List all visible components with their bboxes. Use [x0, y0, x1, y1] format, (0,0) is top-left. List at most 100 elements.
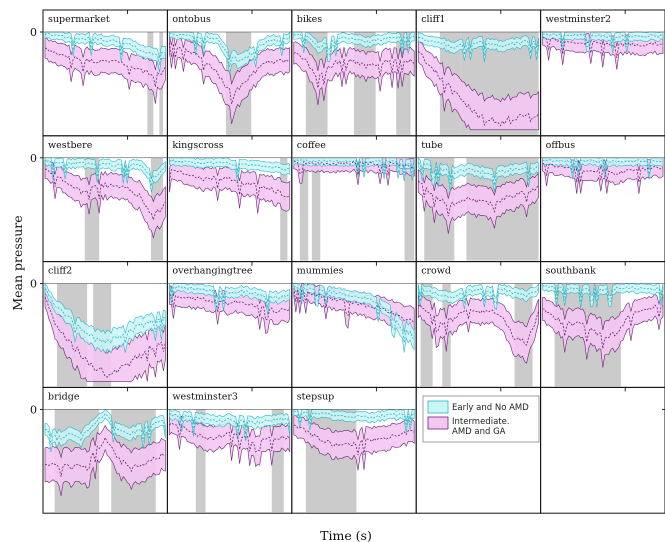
series-intermediate-band — [169, 33, 291, 124]
series-intermediate-mean — [542, 36, 664, 58]
panel-offbus: offbus — [540, 140, 665, 194]
panel-ontobus: ontobus — [167, 14, 292, 135]
series-early-band — [417, 157, 539, 192]
series-early-band — [542, 283, 664, 308]
series-intermediate-mean — [44, 436, 166, 477]
series-early-mean — [169, 159, 290, 178]
series-intermediate-band — [417, 293, 539, 364]
panel-cliff1: cliff1 — [416, 14, 541, 135]
panel-title: overhangingtree — [172, 266, 252, 277]
series-early-mean — [169, 32, 291, 67]
series-early-mean — [417, 286, 539, 305]
series-intermediate-band — [169, 413, 291, 468]
panel-westminster2: westminster2 — [540, 14, 665, 70]
panel-title: ontobus — [172, 14, 211, 25]
panel-title: stepsup — [297, 391, 334, 402]
panel-overhangingtree: overhangingtree — [167, 266, 292, 335]
panel-westminster3: westminster3 — [167, 391, 292, 513]
panel-supermarket: supermarket — [43, 14, 168, 135]
series-early-band — [44, 31, 166, 73]
panel-title: westbere — [48, 140, 93, 151]
shade-interval — [404, 157, 415, 261]
series-intermediate-band — [44, 37, 166, 104]
x-axis-label: Time (s) — [320, 528, 372, 542]
series-early-band — [169, 283, 291, 315]
legend: Early and No AMD Intermediate. AMD and G… — [422, 395, 540, 443]
panel-title: westminster2 — [546, 14, 612, 25]
series-early-mean — [542, 33, 664, 48]
panel-title: southbank — [546, 266, 597, 277]
legend-label-early: Early and No AMD — [452, 403, 529, 413]
series-intermediate-mean — [44, 168, 166, 222]
series-early-mean — [293, 285, 415, 343]
panel-crowd: crowd — [416, 266, 541, 387]
panel-title: bikes — [297, 14, 322, 25]
panel-title: crowd — [421, 266, 451, 277]
series-intermediate-mean — [169, 422, 291, 453]
series-intermediate-mean — [169, 42, 291, 105]
panel-title: kingscross — [172, 140, 223, 151]
panel-frame — [540, 135, 665, 263]
shade-interval — [299, 157, 309, 261]
series-intermediate-band — [44, 424, 166, 496]
series-early-band — [417, 282, 539, 310]
panel-title: cliff1 — [421, 14, 445, 25]
series-early-band — [293, 31, 415, 63]
series-early-mean — [44, 288, 166, 344]
panel-title: supermarket — [48, 14, 110, 25]
series-early-band — [293, 409, 415, 433]
series-early-mean — [542, 159, 663, 175]
series-early-mean — [45, 413, 166, 445]
panel-mummies: mummies — [291, 266, 417, 353]
panel-title: cliff2 — [48, 266, 72, 277]
series-early-mean — [293, 410, 415, 428]
series-early-band — [44, 283, 166, 354]
panel-bridge: bridge — [43, 391, 168, 513]
panel-title: tube — [421, 140, 443, 151]
panel-frame — [540, 9, 665, 137]
series-early-band — [44, 408, 166, 452]
panel-bikes: bikes — [291, 14, 417, 135]
series-early-mean — [169, 285, 290, 309]
panel-grid: 0 0 0 0 supermarket ontobus bikes cliff1 westmin… — [30, 9, 665, 514]
series-early-band — [169, 157, 291, 184]
series-early-band — [169, 31, 291, 75]
y-tick-zero: 0 — [30, 278, 37, 291]
series-intermediate-band — [417, 40, 539, 131]
y-tick-zero: 0 — [30, 152, 37, 165]
shade-interval — [354, 32, 376, 135]
panel-frame — [540, 386, 665, 514]
legend-swatch-early — [427, 400, 449, 414]
series-early-band — [417, 32, 539, 62]
legend-label-intermediate-line1: Intermediate. — [452, 417, 510, 427]
panel-title: westminster3 — [172, 391, 238, 402]
series-intermediate-mean — [293, 287, 415, 324]
panel-tube: tube — [416, 140, 541, 261]
series-intermediate-mean — [293, 51, 415, 88]
legend-swatch-intermediate — [427, 416, 449, 430]
series-intermediate-mean — [44, 47, 166, 87]
panel-title: offbus — [546, 140, 576, 151]
series-early-mean — [418, 36, 539, 56]
panel-frame — [166, 261, 293, 388]
panel-coffee: coffee — [291, 140, 417, 261]
y-tick-zero: 0 — [30, 403, 37, 416]
panel-westbere: westbere — [43, 140, 168, 261]
shade-interval — [195, 409, 206, 513]
series-early-mean — [417, 162, 539, 186]
series-intermediate-band — [542, 293, 664, 368]
series-early-band — [44, 157, 166, 193]
series-early-mean — [293, 33, 415, 57]
legend-label-intermediate-line2: AMD and GA — [452, 427, 506, 437]
legend-label-intermediate: Intermediate. AMD and GA — [452, 417, 512, 437]
panel-title: mummies — [297, 266, 344, 277]
series-intermediate-mean — [542, 162, 664, 183]
panel-title: bridge — [48, 391, 80, 402]
series-intermediate-mean — [417, 304, 539, 346]
shade-interval — [311, 157, 321, 261]
series-early-mean — [542, 285, 664, 303]
panel-stepsup: stepsup — [291, 391, 417, 513]
series-intermediate-mean — [169, 169, 291, 200]
panel-southbank: southbank — [540, 266, 665, 387]
